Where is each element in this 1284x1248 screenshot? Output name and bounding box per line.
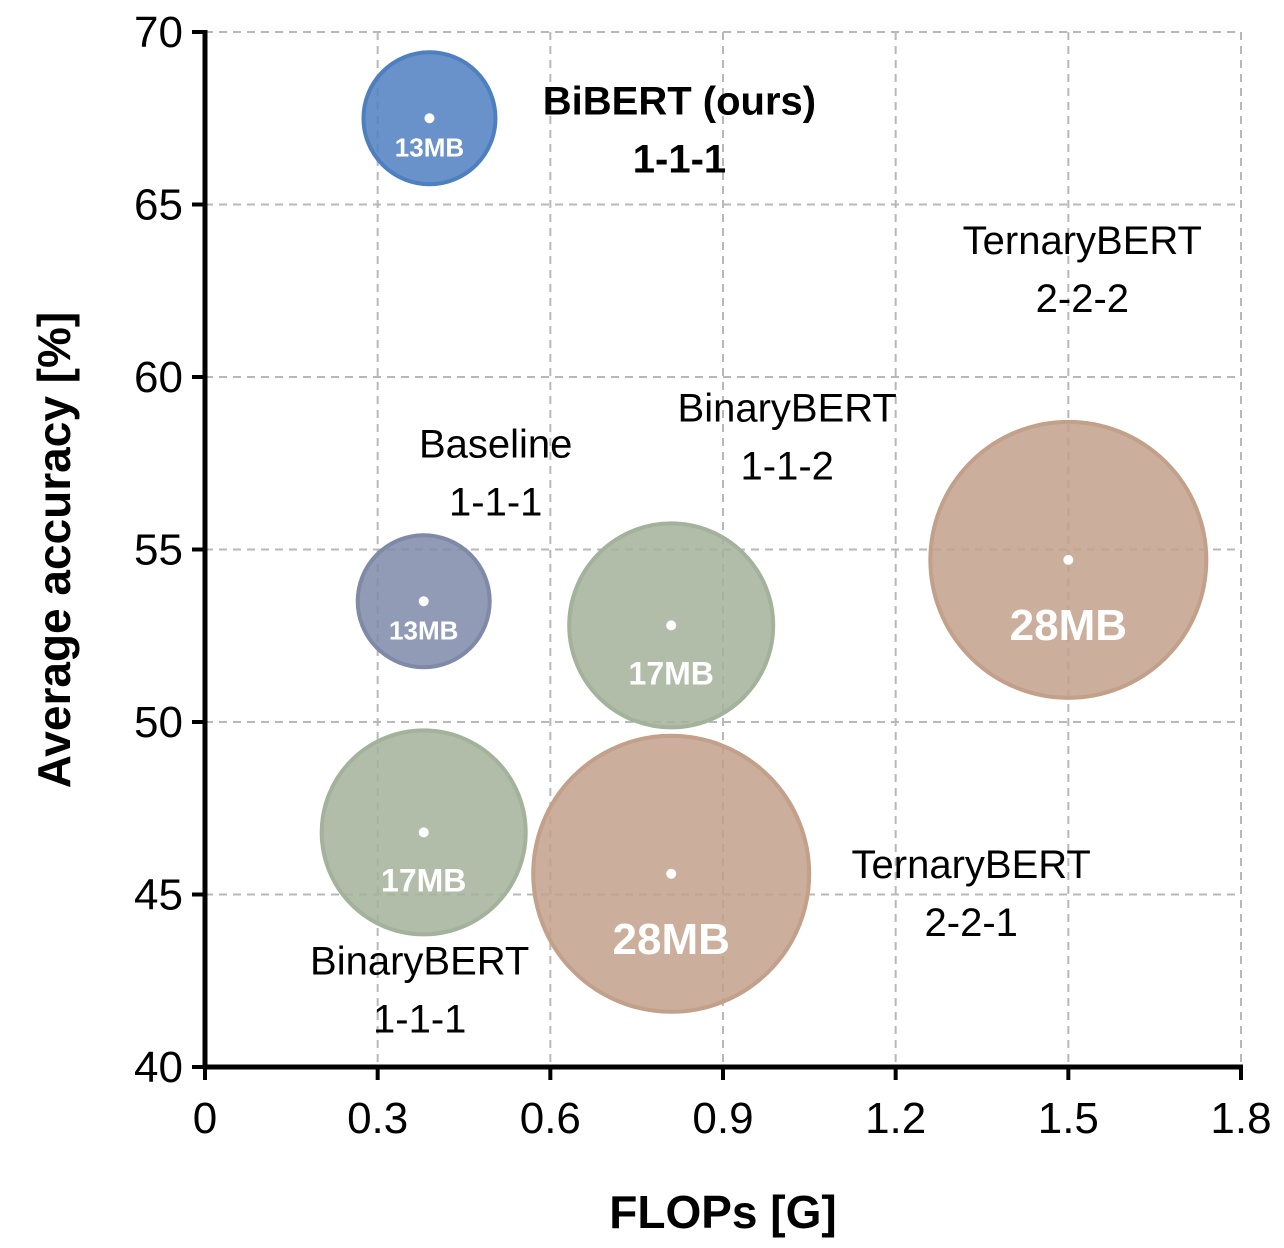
model-config-label: 1-1-1 (633, 137, 726, 181)
bubbles: 13MB 13MB 17MB 17MB 28MB 28MB (319, 50, 1209, 1014)
y-tick-label: 65 (134, 181, 183, 230)
x-axis-title: FLOPs [G] (609, 1186, 836, 1238)
model-name-label: TernaryBERT (852, 843, 1091, 887)
model-name-label: TernaryBERT (963, 219, 1202, 263)
bubble-size-label: 17MB (629, 656, 714, 692)
bubble-size-label: 28MB (1010, 601, 1127, 650)
axes: 0 0.3 0.6 0.9 1.2 1.5 1.8 40 45 50 55 60 65 70 (134, 8, 1272, 1143)
bubble-size-label: 17MB (381, 863, 466, 899)
model-name-label: Baseline (419, 422, 572, 466)
y-tick-label: 70 (134, 8, 183, 57)
y-tick-label: 60 (134, 353, 183, 402)
y-tick-label: 45 (134, 871, 183, 920)
x-tick-label: 0 (193, 1094, 217, 1143)
model-config-label: 1-1-1 (449, 480, 542, 524)
x-tick-label: 0.3 (347, 1094, 408, 1143)
x-tick-label: 1.8 (1210, 1094, 1271, 1143)
y-tick-label: 50 (134, 698, 183, 747)
x-tick-label: 0.6 (520, 1094, 581, 1143)
bubble-size-label: 13MB (389, 616, 458, 646)
y-tick-label: 40 (134, 1043, 183, 1092)
bubble-center-dot (424, 113, 435, 124)
bubble-center-dot (1063, 554, 1074, 565)
model-name-label: BiBERT (ours) (543, 79, 816, 123)
x-tick-label: 1.5 (1038, 1094, 1099, 1143)
model-config-label: 1-1-1 (373, 997, 466, 1041)
model-name-label: BinaryBERT (678, 386, 897, 430)
x-tick-label: 1.2 (865, 1094, 926, 1143)
model-config-label: 2-2-1 (925, 901, 1018, 945)
bubble-center-dot (418, 827, 429, 838)
model-labels: BiBERT (ours) 1-1-1 Baseline 1-1-1 BinaryBER… (310, 79, 1202, 1041)
x-tick-label: 0.9 (692, 1094, 753, 1143)
model-config-label: 1-1-2 (741, 444, 834, 488)
y-tick-label: 55 (134, 526, 183, 575)
bubble-size-label: 13MB (395, 133, 464, 163)
model-config-label: 2-2-2 (1036, 277, 1129, 321)
bubble-size-label: 28MB (613, 915, 730, 964)
bubble-center-dot (666, 620, 677, 631)
y-axis-title: Average accuracy [%] (28, 312, 80, 788)
bubble-center-dot (666, 868, 677, 879)
model-name-label: BinaryBERT (310, 939, 529, 983)
bubble-center-dot (418, 596, 429, 607)
